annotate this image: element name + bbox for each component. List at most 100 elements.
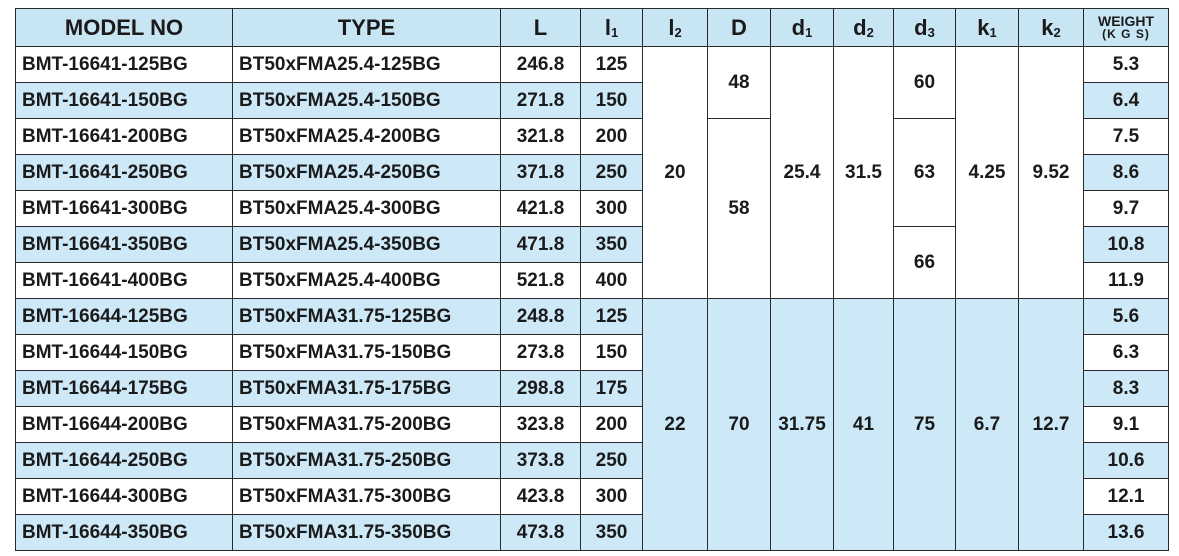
table-row: BMT-16641-400BG BT50xFMA25.4-400BG 521.8 40…: [15, 262, 1169, 299]
type-cell: BT50xFMA25.4-400BG: [232, 262, 501, 299]
model-cell: BMT-16641-200BG: [15, 118, 233, 155]
weight-cell: 7.5: [1083, 118, 1169, 155]
type-cell: BT50xFMA31.75-200BG: [232, 406, 501, 443]
type-cell: BT50xFMA31.75-300BG: [232, 478, 501, 515]
table-row: BMT-16644-200BG BT50xFMA31.75-200BG 323.8 2…: [15, 406, 1169, 443]
model-cell: BMT-16641-150BG: [15, 82, 233, 119]
weight-cell: 8.3: [1083, 370, 1169, 407]
weight-cell: 10.8: [1083, 226, 1169, 263]
table-row: BMT-16641-250BG BT50xFMA25.4-250BG 371.8 25…: [15, 154, 1169, 191]
table-row: BMT-16644-250BG BT50xFMA31.75-250BG 373.8 2…: [15, 442, 1169, 479]
l1-cell: 125: [580, 298, 643, 335]
model-cell: BMT-16641-250BG: [15, 154, 233, 191]
type-cell: BT50xFMA31.75-175BG: [232, 370, 501, 407]
type-cell: BT50xFMA31.75-150BG: [232, 334, 501, 371]
l1-cell: 175: [580, 370, 643, 407]
table-row: BMT-16644-300BG BT50xFMA31.75-300BG 423.8 3…: [15, 478, 1169, 515]
l1-cell: 300: [580, 478, 643, 515]
model-cell: BMT-16644-200BG: [15, 406, 233, 443]
header-cell: WEIGHT (K G S): [1083, 8, 1169, 47]
header-subscript: 2: [866, 24, 874, 40]
header-cell: D: [707, 8, 771, 47]
header-subscript: 2: [674, 24, 682, 40]
l-cell: 521.8: [500, 262, 581, 299]
type-cell: BT50xFMA31.75-125BG: [232, 298, 501, 335]
l-cell: 271.8: [500, 82, 581, 119]
l1-cell: 250: [580, 442, 643, 479]
model-cell: BMT-16641-125BG: [15, 46, 233, 83]
table-row: BMT-16641-300BG BT50xFMA25.4-300BG 421.8 30…: [15, 190, 1169, 227]
header-text: d: [853, 14, 867, 40]
header-text: d: [914, 14, 928, 40]
l-cell: 321.8: [500, 118, 581, 155]
model-cell: BMT-16644-350BG: [15, 514, 233, 551]
d-cell: 48: [707, 46, 771, 119]
header-text: d: [791, 14, 806, 40]
model-cell: BMT-16644-150BG: [15, 334, 233, 371]
l-cell: 421.8: [500, 190, 581, 227]
table-body: BMT-16641-125BG BT50xFMA25.4-125BG 246.8 12…: [15, 46, 1169, 551]
d2-cell: 41: [833, 298, 894, 551]
l2-cell: 20: [642, 46, 708, 299]
weight-cell: 6.4: [1083, 82, 1169, 119]
k2-cell: 9.52: [1018, 46, 1084, 299]
header-subscript: 1: [805, 24, 813, 40]
l-cell: 298.8: [500, 370, 581, 407]
d3-cell: 66: [893, 226, 956, 299]
l1-cell: 400: [580, 262, 643, 299]
header-cell: TYPE: [232, 8, 501, 47]
l-cell: 373.8: [500, 442, 581, 479]
l2-cell: 22: [642, 298, 708, 551]
weight-cell: 9.1: [1083, 406, 1169, 443]
header-cell: l1: [580, 8, 643, 47]
header-subscript: 2: [1053, 24, 1061, 40]
header-cell: k2: [1018, 8, 1084, 47]
header-cell: MODEL NO: [15, 8, 233, 47]
header-text: L: [533, 14, 548, 40]
model-cell: BMT-16644-300BG: [15, 478, 233, 515]
l1-cell: 250: [580, 154, 643, 191]
d-cell: 58: [707, 118, 771, 299]
l-cell: 248.8: [500, 298, 581, 335]
d3-cell: 75: [893, 298, 956, 551]
header-text: TYPE: [337, 14, 396, 40]
model-cell: BMT-16644-125BG: [15, 298, 233, 335]
table-row: BMT-16644-125BG BT50xFMA31.75-125BG 248.8 1…: [15, 298, 1169, 551]
weight-cell: 6.3: [1083, 334, 1169, 371]
type-cell: BT50xFMA25.4-125BG: [232, 46, 501, 83]
header-unit: (K G S): [1102, 27, 1150, 41]
model-cell: BMT-16644-250BG: [15, 442, 233, 479]
k1-cell: 4.25: [955, 46, 1019, 299]
header-text: k: [977, 14, 990, 40]
weight-cell: 5.3: [1083, 46, 1169, 83]
header-subscript: 1: [989, 24, 997, 40]
l-cell: 473.8: [500, 514, 581, 551]
l-cell: 471.8: [500, 226, 581, 263]
l-cell: 323.8: [500, 406, 581, 443]
model-cell: BMT-16641-300BG: [15, 190, 233, 227]
d1-cell: 31.75: [770, 298, 834, 551]
table-row: BMT-16644-175BG BT50xFMA31.75-175BG 298.8 1…: [15, 370, 1169, 407]
header-cell: d2: [833, 8, 894, 47]
header-text: MODEL NO: [64, 14, 184, 40]
weight-cell: 8.6: [1083, 154, 1169, 191]
weight-cell: 11.9: [1083, 262, 1169, 299]
table-row: BMT-16641-350BG BT50xFMA25.4-350BG 471.8 35…: [15, 226, 1169, 299]
header-text: D: [731, 14, 747, 40]
d2-cell: 31.5: [833, 46, 894, 299]
l-cell: 371.8: [500, 154, 581, 191]
table-row: BMT-16641-125BG BT50xFMA25.4-125BG 246.8 12…: [15, 46, 1169, 299]
l1-cell: 200: [580, 118, 643, 155]
header-subscript: 3: [927, 24, 935, 40]
weight-cell: 10.6: [1083, 442, 1169, 479]
type-cell: BT50xFMA25.4-300BG: [232, 190, 501, 227]
d3-cell: 60: [893, 46, 956, 119]
l1-cell: 350: [580, 514, 643, 551]
l1-cell: 125: [580, 46, 643, 83]
header-text: WEIGHT: [1098, 13, 1154, 29]
header-text: k: [1041, 14, 1054, 40]
type-cell: BT50xFMA25.4-150BG: [232, 82, 501, 119]
type-cell: BT50xFMA31.75-250BG: [232, 442, 501, 479]
